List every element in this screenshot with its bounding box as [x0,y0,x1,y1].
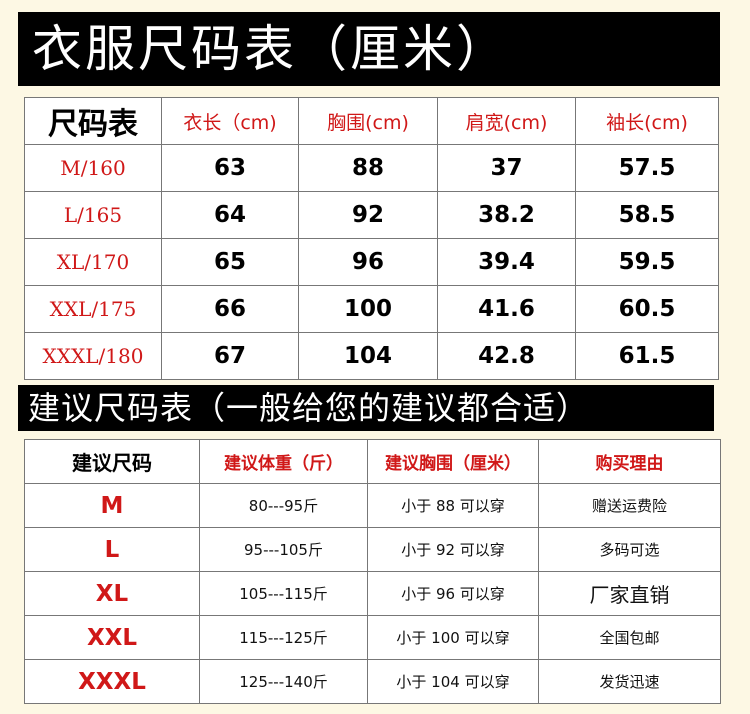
weight-value: 125---140斤 [199,659,368,704]
table-row: M 80---95斤 小于 88 可以穿 赠送运费险 [24,483,721,528]
size-label: XXL [24,615,200,660]
bust-value: 小于 104 可以穿 [367,659,539,704]
header-chest: 胸围(cm) [298,97,438,145]
chest-value: 88 [298,144,438,192]
table-row: M/160 63 88 37 57.5 [24,144,719,192]
table-row: L 95---105斤 小于 92 可以穿 多码可选 [24,527,721,572]
bust-value: 小于 100 可以穿 [367,615,539,660]
purchase-reason: 厂家直销 [538,571,721,616]
size-label: XL [24,571,200,616]
size-label: XXXL/180 [24,332,162,380]
length-value: 64 [161,191,299,239]
weight-value: 105---115斤 [199,571,368,616]
purchase-reason: 多码可选 [538,527,721,572]
header-weight: 建议体重（斤） [199,439,368,484]
purchase-reason: 发货迅速 [538,659,721,704]
purchase-reason: 赠送运费险 [538,483,721,528]
table-row: XL/170 65 96 39.4 59.5 [24,238,719,286]
sleeve-value: 61.5 [575,332,719,380]
length-value: 67 [161,332,299,380]
shoulder-value: 37 [437,144,576,192]
header-reason: 购买理由 [538,439,721,484]
recommend-chart-banner: 建议尺码表（一般给您的建议都合适） [18,385,714,431]
shoulder-value: 39.4 [437,238,576,286]
size-label: XXXL [24,659,200,704]
weight-value: 115---125斤 [199,615,368,660]
size-chart-table: 尺码表 衣长（cm) 胸围(cm) 肩宽(cm) 袖长(cm) M/160 63… [24,97,719,380]
header-sleeve: 袖长(cm) [575,97,719,145]
size-label: L/165 [24,191,162,239]
weight-value: 95---105斤 [199,527,368,572]
header-length: 衣长（cm) [161,97,299,145]
shoulder-value: 38.2 [437,191,576,239]
bust-value: 小于 96 可以穿 [367,571,539,616]
sleeve-value: 59.5 [575,238,719,286]
length-value: 63 [161,144,299,192]
size-chart-corner: 尺码表 [24,97,162,145]
weight-value: 80---95斤 [199,483,368,528]
chest-value: 100 [298,285,438,333]
shoulder-value: 42.8 [437,332,576,380]
size-chart-title: 衣服尺码表（厘米） [32,20,509,78]
table-row: XXXL 125---140斤 小于 104 可以穿 发货迅速 [24,659,721,704]
chest-value: 96 [298,238,438,286]
table-row: XXL/175 66 100 41.6 60.5 [24,285,719,333]
size-label: M/160 [24,144,162,192]
recommend-chart-title: 建议尺码表（一般给您的建议都合适） [28,389,590,427]
table-row: XL 105---115斤 小于 96 可以穿 厂家直销 [24,571,721,616]
table-header-row: 尺码表 衣长（cm) 胸围(cm) 肩宽(cm) 袖长(cm) [24,97,719,145]
size-label: XXL/175 [24,285,162,333]
size-label: L [24,527,200,572]
purchase-reason: 全国包邮 [538,615,721,660]
recommend-chart-table: 建议尺码 建议体重（斤） 建议胸围（厘米） 购买理由 M 80---95斤 小于… [24,439,721,704]
bust-value: 小于 92 可以穿 [367,527,539,572]
table-row: L/165 64 92 38.2 58.5 [24,191,719,239]
chest-value: 92 [298,191,438,239]
sleeve-value: 58.5 [575,191,719,239]
sleeve-value: 60.5 [575,285,719,333]
sleeve-value: 57.5 [575,144,719,192]
chest-value: 104 [298,332,438,380]
header-shoulder: 肩宽(cm) [437,97,576,145]
table-row: XXXL/180 67 104 42.8 61.5 [24,332,719,380]
size-chart-banner: 衣服尺码表（厘米） [18,12,720,86]
bust-value: 小于 88 可以穿 [367,483,539,528]
size-label: XL/170 [24,238,162,286]
table-header-row: 建议尺码 建议体重（斤） 建议胸围（厘米） 购买理由 [24,439,721,484]
header-bust: 建议胸围（厘米） [367,439,539,484]
table-row: XXL 115---125斤 小于 100 可以穿 全国包邮 [24,615,721,660]
shoulder-value: 41.6 [437,285,576,333]
recommend-chart-corner: 建议尺码 [24,439,200,484]
size-label: M [24,483,200,528]
length-value: 66 [161,285,299,333]
length-value: 65 [161,238,299,286]
